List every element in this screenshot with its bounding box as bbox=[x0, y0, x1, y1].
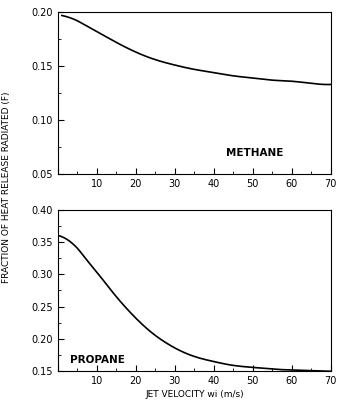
Text: METHANE: METHANE bbox=[225, 148, 283, 158]
Text: FRACTION OF HEAT RELEASE RADIATED (F): FRACTION OF HEAT RELEASE RADIATED (F) bbox=[2, 92, 11, 284]
Text: PROPANE: PROPANE bbox=[70, 355, 124, 365]
X-axis label: JET VELOCITY wi (m/s): JET VELOCITY wi (m/s) bbox=[145, 390, 244, 399]
